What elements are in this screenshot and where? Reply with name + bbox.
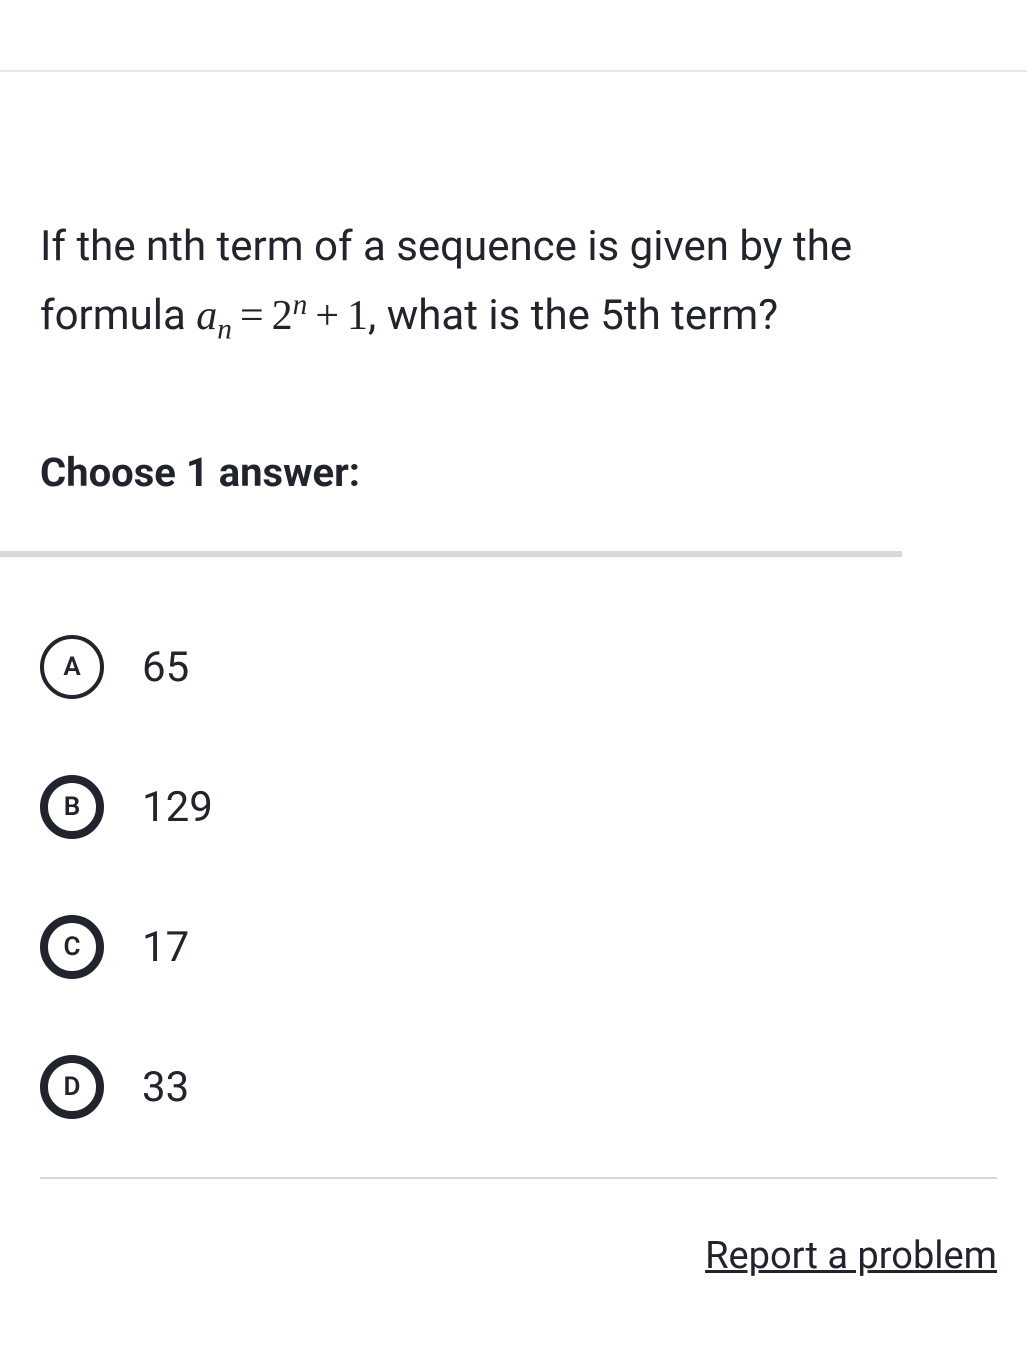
- question-text: If the nth term of a sequence is given b…: [40, 212, 987, 354]
- radio-c[interactable]: C: [40, 915, 104, 979]
- answer-text-d: 33: [142, 1063, 189, 1112]
- formula-variable: a: [196, 293, 217, 339]
- answer-option-c[interactable]: C 17: [40, 877, 987, 1017]
- answer-list: A 65 B 129 C 17 D 33: [40, 557, 987, 1157]
- report-link-wrap: Report a problem: [0, 1179, 1027, 1298]
- answer-option-a[interactable]: A 65: [40, 597, 987, 737]
- formula-base: 2: [272, 293, 293, 339]
- report-problem-link[interactable]: Report a problem: [705, 1234, 997, 1278]
- radio-letter-c: C: [64, 932, 81, 962]
- answer-option-d[interactable]: D 33: [40, 1017, 987, 1157]
- question-content: If the nth term of a sequence is given b…: [0, 72, 1027, 496]
- formula-one: 1: [347, 293, 368, 339]
- formula-subscript: n: [217, 314, 232, 346]
- question-after: , what is the 5th term?: [368, 291, 778, 340]
- answer-text-c: 17: [142, 923, 189, 972]
- radio-letter-d: D: [64, 1072, 81, 1102]
- formula-equals: =: [232, 293, 272, 339]
- answer-text-a: 65: [142, 643, 189, 692]
- answer-text-b: 129: [142, 783, 213, 832]
- radio-a[interactable]: A: [40, 635, 104, 699]
- radio-letter-b: B: [64, 792, 81, 822]
- formula-plus: +: [307, 293, 347, 339]
- radio-d[interactable]: D: [40, 1055, 104, 1119]
- radio-b[interactable]: B: [40, 775, 104, 839]
- choose-instruction: Choose 1 answer:: [40, 449, 987, 496]
- answer-option-b[interactable]: B 129: [40, 737, 987, 877]
- radio-letter-a: A: [63, 652, 80, 682]
- formula-exponent: n: [293, 289, 308, 321]
